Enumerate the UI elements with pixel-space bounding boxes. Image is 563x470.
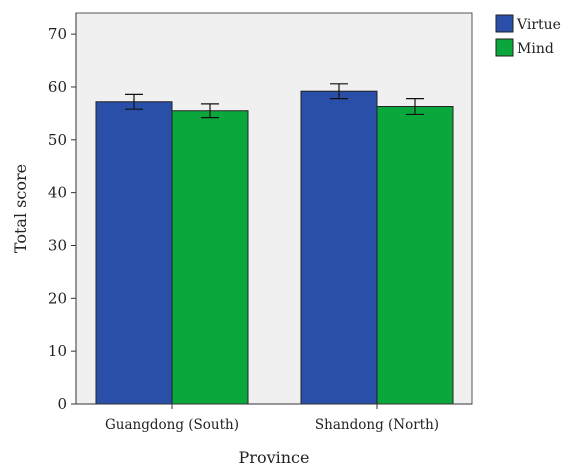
x-axis-title: Province: [239, 448, 310, 466]
y-tick-label: 40: [48, 184, 67, 202]
x-tick-label: Shandong (North): [315, 417, 439, 433]
error-bars-layer: [125, 83, 424, 119]
legend-label-mind: Mind: [517, 41, 554, 57]
y-tick-label: 50: [48, 131, 67, 149]
axes-layer: 0 10 20 30 40 50 60 70 Guangdong (South) Shandong…: [48, 13, 472, 433]
legend-label-virtue: Virtue: [516, 17, 561, 33]
bar-mind: [171, 110, 249, 405]
y-tick-label: 70: [48, 25, 67, 43]
y-tick-label: 60: [48, 78, 67, 96]
y-axis-title: Total score: [11, 164, 30, 253]
y-tick-label: 20: [48, 289, 67, 307]
bar-mind: [376, 106, 454, 405]
y-tick-label: 0: [57, 395, 67, 413]
bar-virtue: [300, 90, 378, 405]
x-tick-label: Guangdong (South): [105, 417, 239, 433]
legend: Virtue Mind: [495, 14, 561, 57]
legend-swatch-mind: [495, 38, 514, 57]
y-tick-label: 30: [48, 236, 67, 254]
bar-virtue: [95, 101, 173, 405]
legend-swatch-virtue: [495, 14, 514, 33]
y-tick-label: 10: [48, 342, 67, 360]
